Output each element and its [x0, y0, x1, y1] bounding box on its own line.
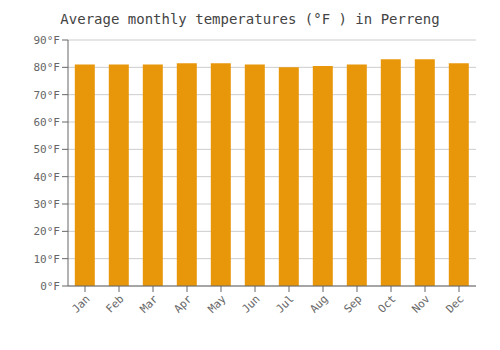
svg-text:50°F: 50°F — [34, 143, 61, 156]
svg-text:Jul: Jul — [273, 292, 296, 315]
svg-text:Aug: Aug — [307, 292, 330, 315]
svg-text:Sep: Sep — [341, 292, 364, 315]
svg-text:Nov: Nov — [409, 292, 433, 316]
svg-text:May: May — [205, 292, 229, 316]
html-text:Average monthly temperatures (: Average monthly temperatures (°F ) in Pe… — [60, 11, 440, 27]
svg-text:90°F: 90°F — [34, 34, 61, 47]
svg-text:10°F: 10°F — [34, 253, 61, 266]
svg-text:20°F: 20°F — [34, 225, 61, 238]
svg-text:Feb: Feb — [103, 292, 126, 315]
svg-text:Dec: Dec — [443, 292, 466, 315]
svg-text:0°F: 0°F — [40, 280, 60, 293]
svg-text:Apr: Apr — [171, 292, 195, 316]
svg-text:Oct: Oct — [375, 292, 398, 315]
svg-text:Jan: Jan — [69, 292, 92, 315]
svg-text:40°F: 40°F — [34, 171, 61, 184]
svg-text:Jun: Jun — [239, 292, 262, 315]
svg-text:80°F: 80°F — [34, 61, 61, 74]
svg-text:30°F: 30°F — [34, 198, 61, 211]
svg-text:60°F: 60°F — [34, 116, 61, 129]
svg-text:Mar: Mar — [137, 292, 161, 316]
svg-text:70°F: 70°F — [34, 89, 61, 102]
